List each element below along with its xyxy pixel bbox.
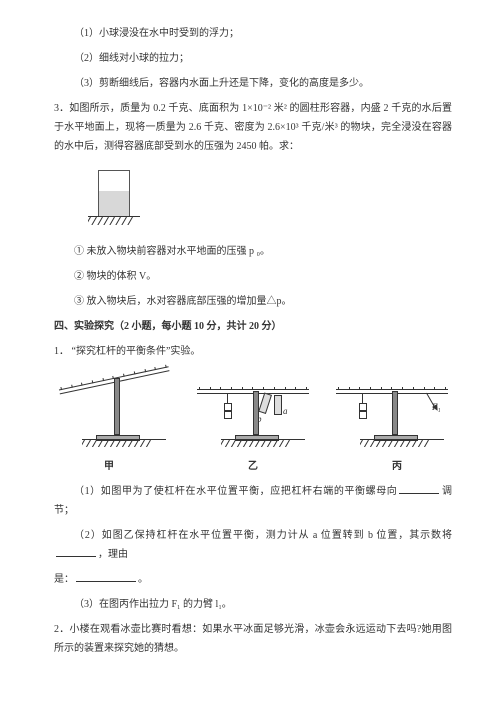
spring-a: [274, 395, 282, 415]
label-a: a: [283, 403, 288, 420]
weight-yi-2: [224, 411, 232, 419]
q3-sub-2: ② 物块的体积 V。: [54, 267, 452, 286]
container-outline: [98, 170, 130, 217]
container-water: [99, 191, 129, 217]
e1-2b: ，理由: [98, 549, 128, 560]
e1-2c: 是：: [54, 574, 74, 585]
ground-yi: [221, 439, 305, 447]
blank-2[interactable]: [56, 546, 96, 557]
e1-part2: （2）如图乙保持杠杆在水平位置平衡，测力计从 a 位置转到 b 位置，其示数将 ，…: [54, 526, 452, 564]
ground-hatch: [88, 216, 140, 225]
e1-part3: （3）在图丙作出拉力 F₁ 的力臂 l₁。: [54, 595, 452, 614]
lever-figures: a b F₁: [54, 371, 452, 453]
q3-sub-3: ③ 放入物块后，水对容器底部压强的增加量△p。: [54, 292, 452, 311]
lever-captions: 甲 乙 丙: [54, 457, 452, 476]
blank-3[interactable]: [76, 571, 136, 582]
weight-yi-1: [224, 403, 232, 411]
e1-2a: （2）如图乙保持杠杆在水平位置平衡，测力计从 a 位置转到 b 位置，其示数将: [74, 530, 452, 541]
weight-bing-1: [359, 403, 367, 411]
weight-bing-2: [359, 411, 367, 419]
e1-2d: 。: [138, 574, 148, 585]
label-f1: F₁: [432, 399, 441, 416]
lever-bing: F₁: [332, 371, 452, 453]
problem-part-1: （1）小球浸没在水中时受到的浮力；: [54, 24, 452, 43]
e1-1a: （1）如图甲为了使杠杆在水平位置平衡，应把杠杆右端的平衡螺母向: [74, 486, 397, 497]
string-yi-left: [227, 393, 228, 403]
experiment-2: 2．小楼在观看冰壶比赛时看想：如果水平冰面足够光滑，冰壶会永远运动下去吗?她用图…: [54, 620, 452, 658]
blank-1[interactable]: [399, 483, 439, 494]
section-4-heading: 四、实验探究（2 小题，每小题 10 分，共计 20 分）: [54, 317, 452, 336]
e1-part1: （1）如图甲为了使杠杆在水平位置平衡，应把杠杆右端的平衡螺母向调节；: [54, 482, 452, 520]
experiment-1: 1． “探究杠杆的平衡条件”实验。: [54, 342, 452, 361]
string-bing: [362, 393, 363, 403]
question-3: 3．如图所示，质量为 0.2 千克、底面积为 1×10⁻² 米² 的圆柱形容器，…: [54, 99, 452, 156]
caption-bing: 丙: [392, 457, 402, 476]
q3-sub-1: ① 未放入物块前容器对水平地面的压强 p ₀。: [54, 242, 452, 261]
figure-container-cylinder: [88, 166, 140, 230]
ground-bing: [360, 439, 444, 447]
caption-yi: 乙: [248, 457, 258, 476]
caption-jia: 甲: [104, 457, 114, 476]
problem-part-2: （2）细线对小球的拉力；: [54, 49, 452, 68]
pillar-jia: [114, 378, 120, 435]
pillar-yi: [253, 391, 259, 435]
lever-yi: a b: [193, 371, 313, 453]
lever-jia: [54, 371, 174, 453]
e1-part2-cont: 是： 。: [54, 570, 452, 589]
problem-part-3: （3）剪断细线后，容器内水面上升还是下降，变化的高度是多少。: [54, 74, 452, 93]
pillar-bing: [392, 391, 398, 435]
ground-jia: [82, 439, 166, 447]
